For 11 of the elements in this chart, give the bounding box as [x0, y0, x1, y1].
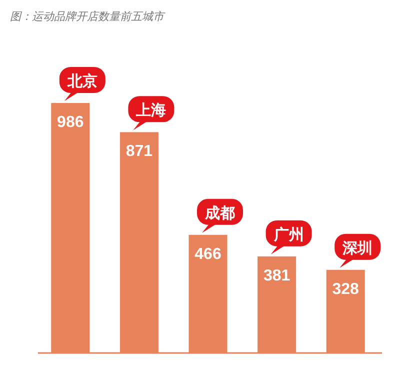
category-label: 成都	[205, 204, 235, 222]
category-label: 广州	[274, 226, 304, 244]
data-label: 986	[57, 114, 84, 131]
category-label: 北京	[67, 73, 98, 90]
title: 图：运动品牌开店数量前五城市	[10, 11, 164, 23]
category-label: 上海	[136, 102, 166, 120]
category-label: 深圳	[342, 240, 373, 257]
data-label: 871	[126, 143, 153, 160]
data-label: 466	[194, 246, 222, 263]
data-label: 381	[263, 267, 290, 284]
data-label: 328	[332, 280, 359, 298]
